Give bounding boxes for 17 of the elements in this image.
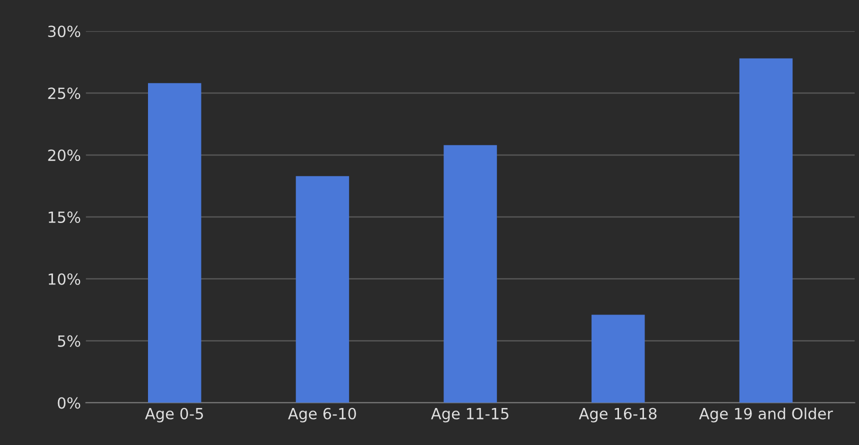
- x-tick-label: Age 11-15: [431, 408, 508, 422]
- bar: [444, 145, 497, 403]
- y-tick-label: 25%: [48, 88, 80, 100]
- y-tick-label: 30%: [48, 26, 80, 38]
- bar: [592, 314, 645, 403]
- y-tick-label: 5%: [58, 335, 80, 347]
- y-tick-label: 15%: [48, 211, 80, 223]
- bar: [148, 83, 202, 403]
- x-tick-label: Age 16-18: [578, 408, 657, 422]
- x-tick-label: Age 0-5: [145, 408, 203, 422]
- y-tick-label: 20%: [48, 149, 80, 162]
- y-tick-label: 10%: [48, 273, 80, 285]
- bar: [739, 58, 793, 403]
- bar: [296, 176, 350, 403]
- y-tick-label: 0%: [58, 397, 80, 409]
- x-tick-label: Age 6-10: [288, 408, 356, 422]
- x-tick-label: Age 19 and Older: [699, 408, 833, 422]
